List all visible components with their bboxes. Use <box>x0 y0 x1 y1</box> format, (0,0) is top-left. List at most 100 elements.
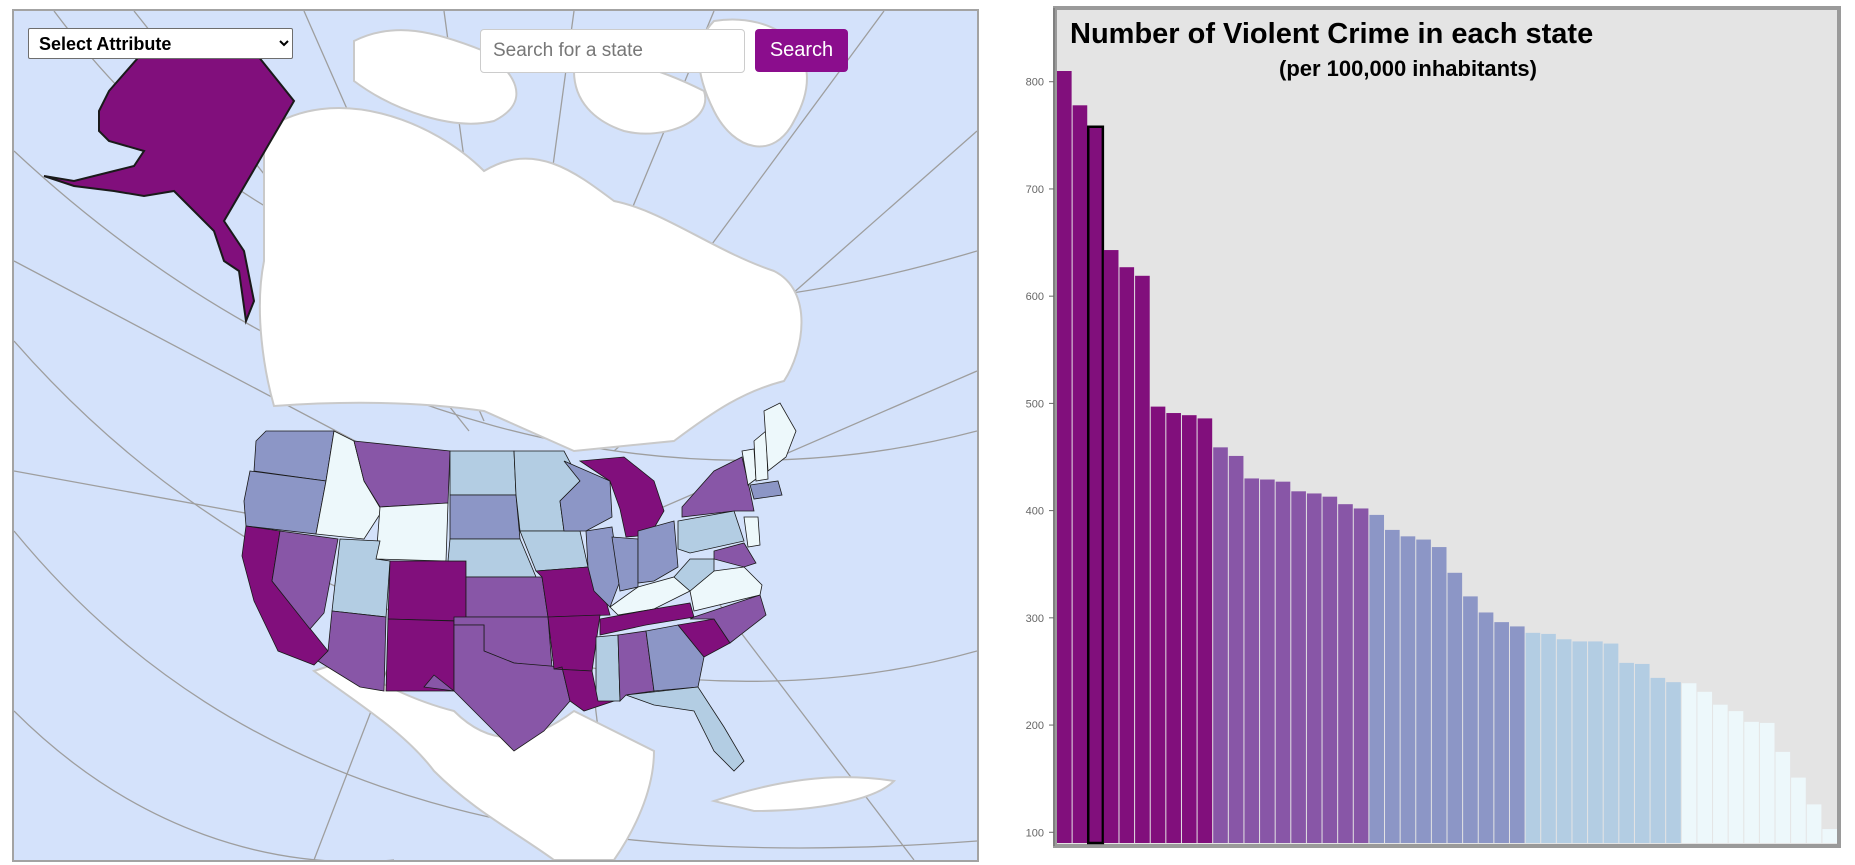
state-texas[interactable] <box>423 624 571 752</box>
state-north-dakota[interactable] <box>449 450 517 496</box>
state-wisconsin[interactable] <box>559 460 613 532</box>
state-mississippi[interactable] <box>595 634 621 702</box>
y-tick-label: 700 <box>1026 184 1044 196</box>
chart-bar[interactable] <box>1086 125 1105 845</box>
chart-bar[interactable] <box>1494 622 1509 843</box>
state-ohio[interactable] <box>637 520 679 584</box>
chart-bar[interactable] <box>1416 539 1431 843</box>
chart-bar[interactable] <box>1306 493 1322 843</box>
state-south-dakota[interactable] <box>449 494 521 540</box>
chart-bar[interactable] <box>1275 481 1291 843</box>
state-west-virginia[interactable] <box>673 558 715 592</box>
chart-bar[interactable] <box>1525 632 1541 843</box>
chart-bar[interactable] <box>1744 721 1759 843</box>
chart-bar[interactable] <box>1260 479 1275 843</box>
chart-bar[interactable] <box>1400 536 1416 843</box>
y-tick-label: 100 <box>1026 827 1044 839</box>
chart-bar[interactable] <box>1634 663 1650 843</box>
chart-bar[interactable] <box>1463 596 1478 843</box>
chart-bar[interactable] <box>1338 504 1353 843</box>
chart-bar[interactable] <box>1509 626 1525 843</box>
state-pennsylvania[interactable] <box>677 510 745 554</box>
chart-bar[interactable] <box>1447 572 1463 843</box>
chart-bar[interactable] <box>1213 447 1228 843</box>
state-oregon[interactable] <box>243 470 327 535</box>
chart-subtitle: (per 100,000 inhabitants) <box>1279 56 1537 81</box>
state-georgia[interactable] <box>645 624 705 692</box>
chart-bar[interactable] <box>1619 662 1634 843</box>
chart-bar[interactable] <box>1057 71 1072 843</box>
chart-bar[interactable] <box>1119 267 1135 843</box>
chart-bar[interactable] <box>1150 406 1166 843</box>
chart-bar[interactable] <box>1822 829 1837 843</box>
chart-bar[interactable] <box>1166 413 1181 843</box>
chart-bar[interactable] <box>1541 633 1556 843</box>
state-new-jersey[interactable] <box>743 516 761 548</box>
y-tick-label: 500 <box>1026 398 1044 410</box>
state-maryland[interactable] <box>713 542 757 568</box>
chart-bar[interactable] <box>1728 711 1744 843</box>
us-states[interactable] <box>43 49 797 772</box>
chart-bar[interactable] <box>1603 643 1619 843</box>
chart-bar[interactable] <box>1181 415 1197 843</box>
chart-bar[interactable] <box>1197 418 1213 843</box>
state-arizona[interactable] <box>317 610 387 692</box>
chart-bar[interactable] <box>1431 547 1447 843</box>
cuba <box>710 776 897 813</box>
chart-bar[interactable] <box>1791 777 1806 843</box>
chart-bar[interactable] <box>1385 529 1400 843</box>
chart-bar[interactable] <box>1588 641 1603 843</box>
chart-bar[interactable] <box>1369 514 1385 843</box>
chart-bar[interactable] <box>1650 677 1666 843</box>
chart-bar[interactable] <box>1759 722 1775 843</box>
y-tick-label: 400 <box>1026 506 1044 518</box>
chart-bar[interactable] <box>1713 704 1728 843</box>
chart-bar[interactable] <box>1556 639 1572 843</box>
chart-bar[interactable] <box>1103 250 1119 844</box>
arctic-islands <box>353 29 518 125</box>
chart-title: Number of Violent Crime in each state <box>1070 18 1593 50</box>
chart-bar[interactable] <box>1291 491 1306 843</box>
chart-bar[interactable] <box>1775 751 1791 843</box>
state-nevada[interactable] <box>271 530 339 630</box>
y-tick-label: 800 <box>1026 77 1044 89</box>
state-new-mexico[interactable] <box>385 618 455 692</box>
chart-bar[interactable] <box>1697 691 1713 843</box>
state-maine[interactable] <box>763 402 797 472</box>
choropleth-map[interactable] <box>14 11 977 860</box>
chart-bar[interactable] <box>1572 641 1588 843</box>
canada-landmass <box>258 107 803 453</box>
search-input[interactable] <box>480 29 745 73</box>
state-alabama[interactable] <box>617 630 655 702</box>
chart-bars[interactable] <box>1057 71 1837 845</box>
chart-bar[interactable] <box>1072 105 1088 844</box>
state-new-hampshire[interactable] <box>753 430 769 482</box>
state-wyoming[interactable] <box>375 502 449 562</box>
state-arkansas[interactable] <box>547 614 601 672</box>
chart-bar[interactable] <box>1322 496 1338 843</box>
mexico-landmass <box>311 659 656 860</box>
bar-chart-panel: 100 200 300 400 500 600 700 800 Number of Viole… <box>1024 3 1842 855</box>
chart-bar[interactable] <box>1806 804 1822 843</box>
attribute-select[interactable]: Select Attribute <box>28 28 293 59</box>
state-colorado[interactable] <box>387 560 467 622</box>
state-alaska[interactable] <box>43 49 296 325</box>
chart-bar[interactable] <box>1135 275 1150 843</box>
y-tick-label: 300 <box>1026 613 1044 625</box>
chart-bar[interactable] <box>1681 683 1697 843</box>
chart-bar[interactable] <box>1666 682 1681 843</box>
bar-chart: 100 200 300 400 500 600 700 800 Number of Viole… <box>1026 6 1841 848</box>
state-new-york[interactable] <box>681 456 755 518</box>
chart-bar[interactable] <box>1228 455 1244 843</box>
state-massachusetts[interactable] <box>749 480 783 500</box>
y-axis-ticks: 100 200 300 400 500 600 700 800 <box>1026 77 1054 839</box>
chart-bar[interactable] <box>1244 478 1260 843</box>
chart-bar[interactable] <box>1478 612 1494 843</box>
state-florida[interactable] <box>625 686 745 772</box>
search-button[interactable]: Search <box>755 29 848 72</box>
map-panel[interactable]: Select Attribute Search <box>12 9 979 862</box>
y-tick-label: 600 <box>1026 291 1044 303</box>
state-kansas[interactable] <box>465 576 549 618</box>
chart-bar[interactable] <box>1353 508 1369 843</box>
y-tick-label: 200 <box>1026 720 1044 732</box>
